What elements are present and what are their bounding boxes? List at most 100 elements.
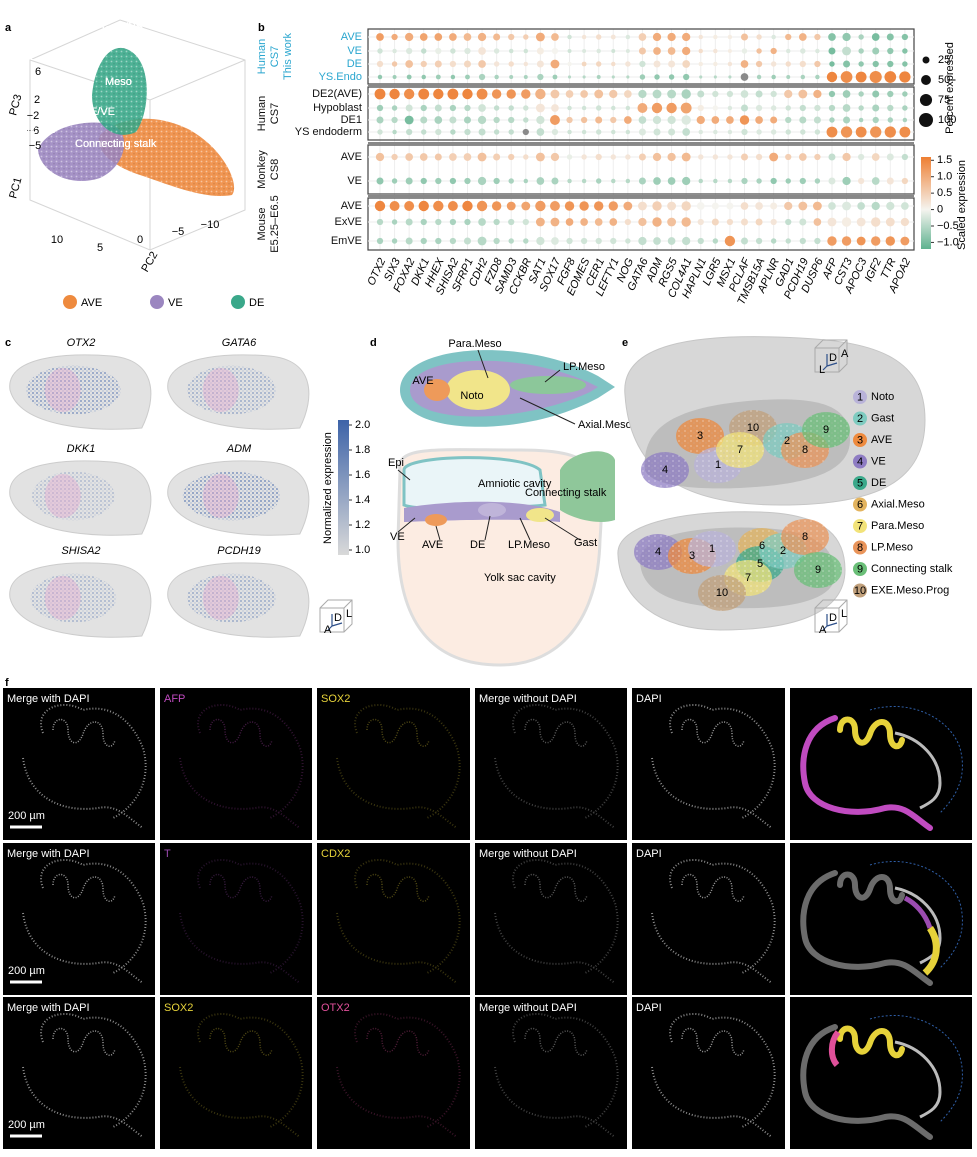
dot	[392, 129, 397, 135]
dot	[755, 218, 763, 226]
dot	[477, 32, 487, 42]
dot	[523, 48, 529, 54]
tissue-signal	[179, 703, 304, 829]
dot	[523, 178, 529, 184]
dot	[523, 61, 529, 67]
micrograph	[160, 688, 312, 840]
dot	[581, 61, 587, 67]
dot	[611, 178, 616, 184]
legend-id: 5	[857, 477, 863, 489]
dot	[405, 153, 413, 161]
row-label: DE1	[341, 114, 362, 126]
dot	[391, 33, 398, 41]
dot	[770, 61, 777, 67]
dot	[477, 152, 487, 162]
axis-label: PC3	[7, 93, 24, 117]
legend-label: Axial.Meso	[871, 498, 925, 510]
axis-letter: A	[324, 624, 332, 636]
dot	[582, 75, 586, 79]
group-separator	[368, 195, 914, 198]
dot	[872, 60, 879, 68]
expression-cloud	[32, 471, 115, 521]
micrograph	[632, 843, 785, 995]
dot	[639, 74, 646, 80]
channel-label: SOX2	[321, 693, 350, 705]
dot	[376, 104, 384, 112]
dot	[785, 129, 791, 135]
dot	[884, 126, 896, 138]
dot	[625, 34, 631, 40]
dot	[449, 33, 457, 41]
dot	[755, 202, 763, 210]
group-label: E5.25–E6.5	[269, 195, 281, 253]
dot	[638, 236, 647, 246]
dot	[755, 116, 763, 124]
tissue-signal	[22, 1012, 147, 1138]
panel-label: f	[5, 677, 9, 689]
scale-bar-label: 200 µm	[8, 810, 45, 822]
dot	[681, 217, 691, 227]
dot	[727, 34, 733, 40]
dot	[840, 71, 853, 83]
axis-letter: D	[829, 352, 837, 364]
dot	[450, 74, 456, 80]
cluster-texture	[676, 418, 724, 454]
dot	[667, 47, 676, 55]
size-swatch	[919, 113, 933, 127]
dot	[741, 153, 748, 161]
gene-title: SHISA2	[61, 545, 100, 557]
micrograph-signal	[494, 1012, 619, 1138]
meso-outline	[894, 1040, 942, 1119]
dot	[376, 33, 384, 41]
channel-label: DAPI	[636, 693, 662, 705]
region-highlight	[44, 474, 81, 518]
tissue-signal	[52, 873, 116, 902]
dot	[580, 90, 588, 98]
dot	[696, 202, 705, 210]
legend-label: Para.Meso	[871, 520, 924, 532]
dot	[420, 104, 427, 112]
dot	[740, 90, 749, 98]
dot	[871, 177, 880, 185]
row-label: VE	[347, 175, 362, 187]
epiblast	[837, 871, 905, 905]
dot	[856, 236, 866, 246]
noto	[446, 370, 510, 410]
group-label: Monkey	[256, 150, 268, 189]
dot	[813, 89, 822, 99]
dot	[391, 238, 398, 244]
dot	[887, 60, 894, 68]
dot	[494, 74, 499, 80]
dot	[638, 47, 646, 55]
dot	[491, 89, 502, 99]
schematic-label: Yolk sac	[15, 124, 56, 136]
dot	[798, 201, 808, 211]
dot	[582, 49, 587, 53]
cluster-number: 2	[780, 545, 786, 557]
epiblast	[837, 716, 905, 750]
dot	[887, 90, 894, 98]
dot	[508, 178, 514, 184]
dot	[870, 126, 882, 138]
channel-label: Merge without DAPI	[479, 693, 577, 705]
expression-cloud	[182, 471, 281, 521]
dot	[567, 178, 572, 184]
dot	[681, 115, 691, 125]
dot	[666, 102, 677, 114]
cluster-number: 4	[662, 464, 668, 476]
dot	[698, 61, 703, 67]
yolk-sac-outline	[800, 870, 933, 986]
dot	[828, 33, 836, 41]
dot	[798, 153, 807, 161]
dot	[800, 74, 806, 80]
dot	[871, 33, 880, 41]
panel-label: e	[622, 337, 628, 349]
cluster-number: 9	[815, 564, 821, 576]
cluster-number: 8	[802, 444, 808, 456]
dot	[508, 238, 514, 244]
dot	[523, 238, 529, 244]
dot	[884, 71, 897, 83]
micrograph	[790, 843, 972, 995]
dot	[756, 129, 762, 135]
colorbar-label: 1.2	[355, 519, 370, 531]
